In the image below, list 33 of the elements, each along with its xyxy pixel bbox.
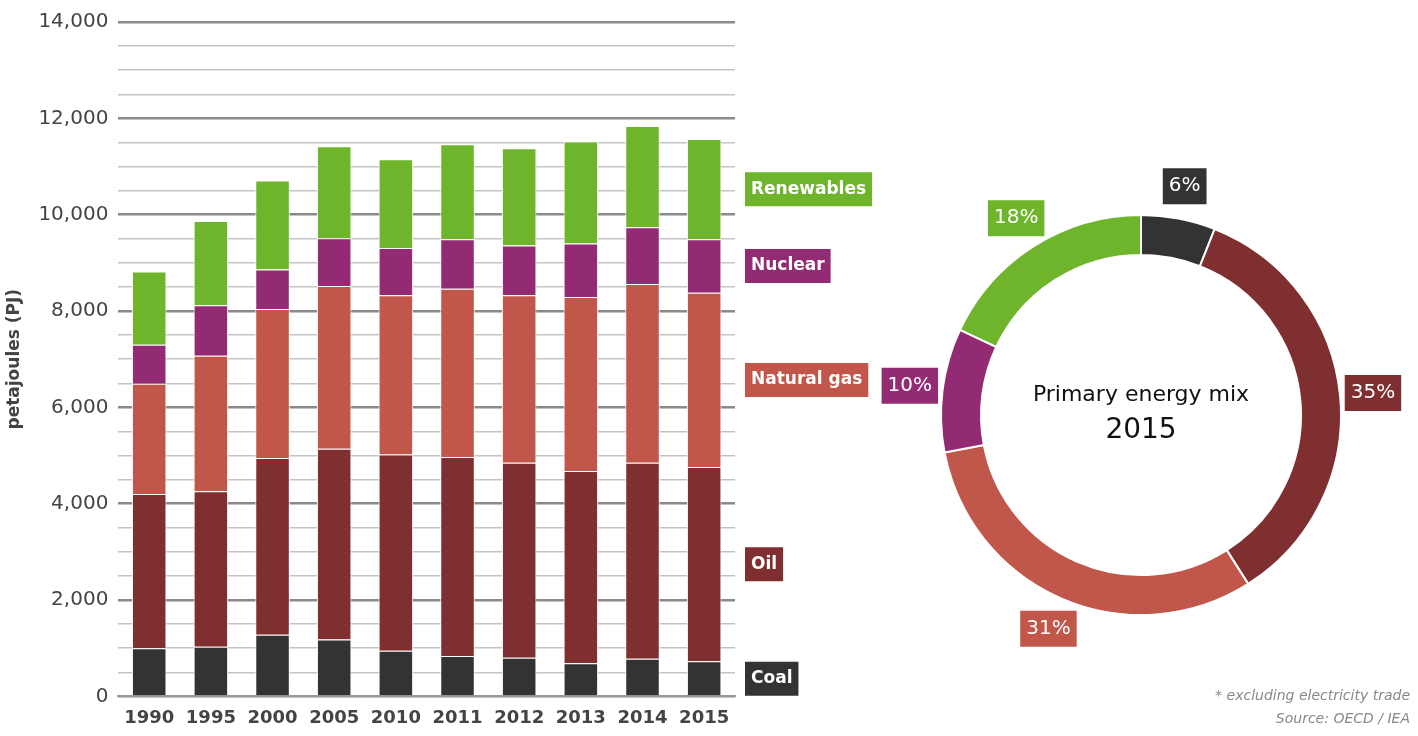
data-label: 6% <box>1168 172 1201 197</box>
text: Primary energy mix <box>1032 380 1250 406</box>
x-tick-label: 2012 <box>494 705 545 727</box>
text: 2015 <box>1105 412 1177 446</box>
x-tick-label: 1990 <box>124 705 175 727</box>
series-label: Oil <box>751 552 778 573</box>
x-tick-label: 2000 <box>247 705 298 727</box>
y-tick-label: 4,000 <box>51 489 109 514</box>
text: * excluding electricity trade <box>1215 686 1410 705</box>
data-label: 35% <box>1350 379 1396 404</box>
x-tick-label: 2014 <box>617 705 668 727</box>
series-label: Natural gas <box>751 368 863 389</box>
data-label: 18% <box>993 204 1039 229</box>
series-label: Nuclear <box>751 254 826 275</box>
series-label: Coal <box>751 667 793 688</box>
x-tick-label: 2005 <box>309 705 360 727</box>
data-label: 31% <box>1026 615 1071 640</box>
series-label: Renewables <box>751 177 867 198</box>
y-tick-label: 8,000 <box>51 297 109 322</box>
y-tick-label: 2,000 <box>51 586 109 611</box>
y-tick-label: 10,000 <box>38 200 109 225</box>
y-tick-label: 12,000 <box>38 104 109 129</box>
y-tick-label: 0 <box>95 682 109 707</box>
x-tick-label: 2015 <box>679 705 730 727</box>
x-tick-label: 1995 <box>185 705 236 727</box>
data-label: 10% <box>887 372 933 396</box>
y-tick-label: 6,000 <box>51 393 109 418</box>
x-tick-label: 2011 <box>432 705 483 727</box>
y-axis-title: petajoules (PJ) <box>2 288 23 430</box>
x-tick-label: 2013 <box>555 705 606 727</box>
x-tick-label: 2010 <box>370 705 421 727</box>
y-tick-label: 14,000 <box>38 8 109 33</box>
source-note: Source: OECD / IEA <box>1274 709 1410 728</box>
